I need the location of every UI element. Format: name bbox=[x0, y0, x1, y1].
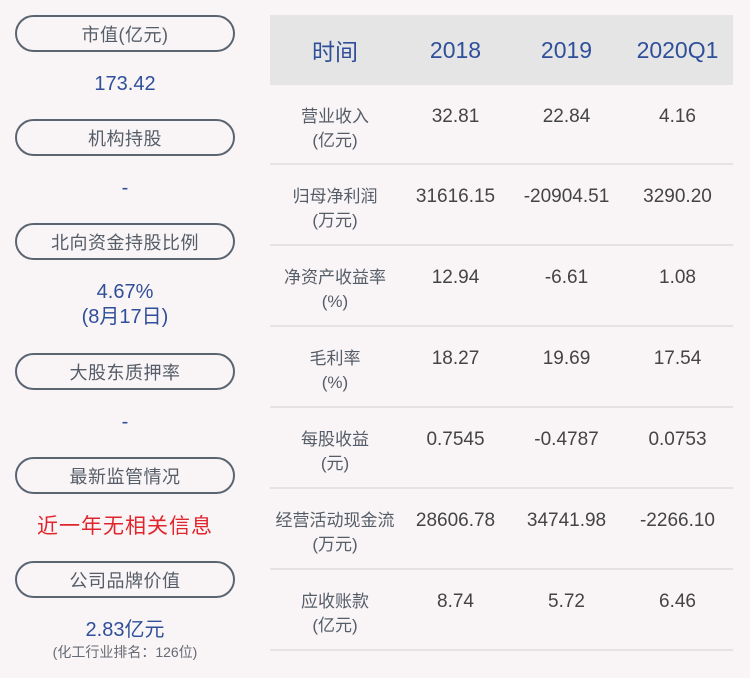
market-cap-value: 173.42 bbox=[94, 73, 156, 95]
northbound-holding-value: 4.67% (8月17日) bbox=[0, 280, 250, 330]
northbound-holding-date: (8月17日) bbox=[81, 306, 169, 328]
row-label: 净资产收益率 (%) bbox=[284, 268, 386, 311]
header-time: 时间 bbox=[312, 39, 358, 65]
cell-2020q1: 6.46 bbox=[659, 591, 696, 612]
northbound-holding-label: 北向资金持股比例 bbox=[15, 223, 235, 260]
regulatory-status-label: 最新监管情况 bbox=[15, 457, 235, 494]
cell-2020q1: 0.0753 bbox=[648, 429, 707, 450]
header-2018: 2018 bbox=[429, 36, 482, 63]
cell-2020q1: 1.08 bbox=[659, 267, 696, 288]
cell-2018: 31616.15 bbox=[415, 186, 496, 207]
cell-2018: 18.27 bbox=[431, 348, 480, 369]
row-label: 应收账款 (亿元) bbox=[301, 592, 369, 635]
table-row-eps: 每股收益 (元) 0.7545 -0.4787 0.0753 bbox=[270, 408, 733, 489]
cell-2020q1: 3290.20 bbox=[643, 186, 712, 207]
brand-value: 2.83亿元 (化工行业排名：126位) bbox=[0, 618, 250, 661]
table-row-net-profit: 归母净利润 (万元) 31616.15 -20904.51 3290.20 bbox=[270, 165, 733, 246]
row-label: 每股收益 (元) bbox=[301, 430, 369, 473]
cell-2019: 5.72 bbox=[548, 591, 585, 612]
pledge-ratio-label: 大股东质押率 bbox=[15, 353, 235, 390]
brand-value-rank: (化工行业排名：126位) bbox=[52, 644, 198, 660]
table-row-receivables: 应收账款 (亿元) 8.74 5.72 6.46 bbox=[270, 570, 733, 651]
pledge-ratio-value: - bbox=[121, 411, 129, 433]
regulatory-status-value: 近一年无相关信息 bbox=[37, 515, 213, 538]
cell-2019: -6.61 bbox=[544, 267, 589, 288]
header-2019: 2019 bbox=[540, 36, 593, 63]
table-header: 时间 2018 2019 2020Q1 bbox=[270, 15, 733, 85]
cell-2020q1: -2266.10 bbox=[639, 510, 715, 531]
row-label: 毛利率 (%) bbox=[309, 349, 361, 392]
cell-2018: 0.7545 bbox=[426, 429, 485, 450]
table-row-operating-cash-flow: 经营活动现金流 (万元) 28606.78 34741.98 -2266.10 bbox=[270, 489, 733, 570]
brand-value-amount: 2.83亿元 bbox=[85, 619, 165, 641]
table-row-revenue: 营业收入 (亿元) 32.81 22.84 4.16 bbox=[270, 85, 733, 165]
cell-2019: 34741.98 bbox=[526, 510, 607, 531]
table-row-roe: 净资产收益率 (%) 12.94 -6.61 1.08 bbox=[270, 246, 733, 327]
financial-table: 时间 2018 2019 2020Q1 营业收入 (亿元) 32.81 22.84… bbox=[270, 15, 733, 651]
institutional-holding-value: - bbox=[121, 177, 129, 199]
cell-2019: 22.84 bbox=[542, 106, 591, 127]
row-label: 归母净利润 (万元) bbox=[292, 187, 378, 230]
cell-2019: 19.69 bbox=[542, 348, 591, 369]
institutional-holding-label: 机构持股 bbox=[15, 119, 235, 156]
row-label: 营业收入 (亿元) bbox=[301, 107, 369, 150]
cell-2018: 12.94 bbox=[431, 267, 480, 288]
cell-2018: 32.81 bbox=[431, 106, 480, 127]
brand-value-label: 公司品牌价值 bbox=[15, 561, 235, 598]
market-cap-label: 市值(亿元) bbox=[15, 15, 235, 52]
row-label: 经营活动现金流 (万元) bbox=[275, 511, 395, 554]
cell-2020q1: 17.54 bbox=[653, 348, 702, 369]
cell-2018: 28606.78 bbox=[415, 510, 496, 531]
northbound-holding-percent: 4.67% bbox=[96, 281, 154, 303]
table-row-gross-margin: 毛利率 (%) 18.27 19.69 17.54 bbox=[270, 327, 733, 408]
cell-2019: -0.4787 bbox=[534, 429, 599, 450]
key-metrics-panel: 市值(亿元) 173.42 机构持股 - 北向资金持股比例 4.67% (8月1… bbox=[0, 0, 250, 678]
cell-2020q1: 4.16 bbox=[659, 106, 696, 127]
cell-2019: -20904.51 bbox=[523, 186, 610, 207]
cell-2018: 8.74 bbox=[437, 591, 474, 612]
header-2020q1: 2020Q1 bbox=[636, 36, 719, 63]
